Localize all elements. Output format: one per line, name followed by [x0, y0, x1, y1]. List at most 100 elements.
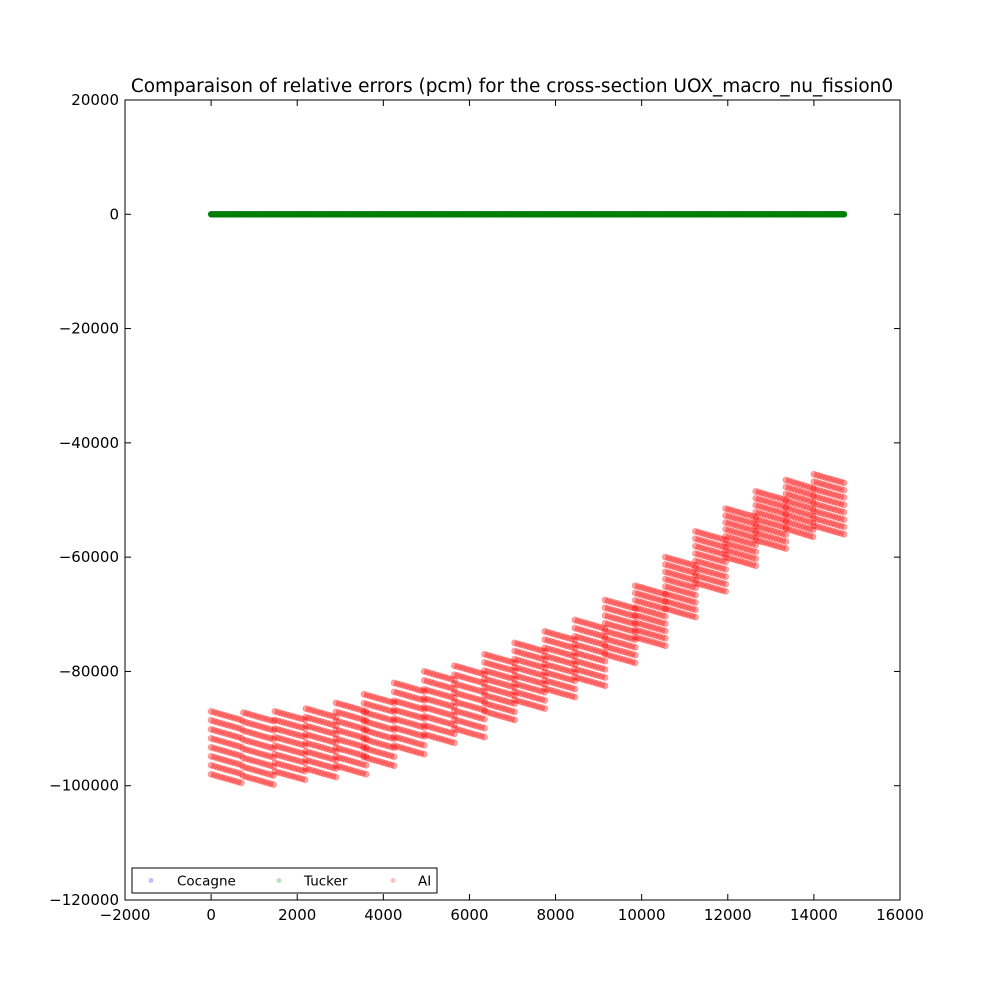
- ai-point: [332, 765, 340, 773]
- ai-point: [341, 719, 349, 727]
- ai-point: [248, 766, 256, 774]
- ai-point: [356, 760, 364, 768]
- ai-point: [393, 680, 401, 688]
- ai-segment: [481, 650, 519, 724]
- ai-point: [598, 665, 606, 673]
- y-tick-label: −80000: [59, 662, 119, 680]
- ai-point: [598, 648, 606, 656]
- ai-point: [408, 729, 416, 737]
- ai-point: [481, 688, 489, 696]
- ai-point: [586, 645, 594, 653]
- ai-point: [338, 763, 346, 771]
- ai-segment: [420, 667, 458, 747]
- ai-point: [441, 682, 449, 690]
- ai-segment: [302, 705, 340, 781]
- ai-point: [378, 758, 386, 766]
- ai-point: [335, 700, 343, 708]
- ai-point: [505, 698, 513, 706]
- ai-point: [231, 759, 239, 767]
- ai-point: [289, 764, 297, 772]
- ai-point: [583, 644, 591, 652]
- ai-point: [264, 752, 272, 760]
- ai-point: [225, 731, 233, 739]
- ai-point: [450, 676, 458, 684]
- ai-point: [216, 746, 224, 754]
- ai-point: [517, 649, 525, 657]
- ai-point: [350, 758, 358, 766]
- ai-point: [360, 735, 368, 743]
- ai-point: [752, 562, 760, 570]
- ai-point: [405, 692, 413, 700]
- x-tick-label: 16000: [876, 906, 924, 924]
- ai-point: [562, 682, 570, 690]
- ai-point: [254, 776, 262, 784]
- ai-point: [289, 721, 297, 729]
- ai-point: [335, 709, 343, 717]
- ai-segment: [782, 476, 817, 541]
- ai-point: [317, 743, 325, 751]
- y-tick-label: 20000: [71, 91, 119, 109]
- ai-point: [420, 750, 428, 758]
- ai-point: [301, 733, 309, 741]
- ai-point: [396, 690, 404, 698]
- ai-point: [429, 670, 437, 678]
- ai-point: [270, 781, 278, 789]
- ai-point: [541, 668, 549, 676]
- ai-point: [556, 640, 564, 648]
- ai-point: [402, 691, 410, 699]
- ai-point: [216, 737, 224, 745]
- ai-point: [607, 598, 615, 606]
- ai-point: [323, 771, 331, 779]
- ai-point: [520, 666, 528, 674]
- ai-point: [411, 730, 419, 738]
- ai-point: [242, 709, 250, 717]
- ai-point: [251, 730, 259, 738]
- ai-point: [292, 722, 300, 730]
- ai-point: [390, 762, 398, 770]
- ai-point: [344, 756, 352, 764]
- ai-point: [207, 770, 215, 778]
- ai-point: [487, 660, 495, 668]
- ai-point: [390, 715, 398, 723]
- ai-point: [565, 659, 573, 667]
- ai-point: [213, 727, 221, 735]
- ai-point: [496, 663, 504, 671]
- ai-point: [350, 722, 358, 730]
- ai-point: [245, 719, 253, 727]
- ai-segment: [332, 699, 370, 778]
- ai-point: [550, 638, 558, 646]
- ai-point: [465, 666, 473, 674]
- ai-point: [453, 725, 461, 733]
- data-marks: [207, 211, 848, 789]
- ai-point: [544, 653, 552, 661]
- ai-point: [559, 633, 567, 641]
- ai-point: [580, 676, 588, 684]
- ai-point: [598, 681, 606, 689]
- ai-point: [271, 742, 279, 750]
- ai-point: [387, 707, 395, 715]
- ai-point: [571, 677, 579, 685]
- ai-point: [532, 661, 540, 669]
- ai-point: [435, 735, 443, 743]
- ai-point: [242, 755, 250, 763]
- ai-point: [511, 647, 519, 655]
- ai-point: [332, 747, 340, 755]
- ai-point: [631, 651, 639, 659]
- ai-point: [257, 777, 265, 785]
- ai-point: [426, 687, 434, 695]
- ai-point: [372, 703, 380, 711]
- ai-point: [625, 611, 633, 619]
- ai-point: [384, 697, 392, 705]
- ai-point: [420, 732, 428, 740]
- ai-point: [264, 715, 272, 723]
- ai-point: [456, 672, 464, 680]
- ai-point: [305, 714, 313, 722]
- ai-point: [317, 717, 325, 725]
- legend-marker: [148, 878, 154, 883]
- ai-point: [496, 655, 504, 663]
- ai-point: [580, 635, 588, 643]
- ai-point: [295, 731, 303, 739]
- ai-point: [366, 719, 374, 727]
- ai-point: [526, 659, 534, 667]
- ai-point: [314, 759, 322, 767]
